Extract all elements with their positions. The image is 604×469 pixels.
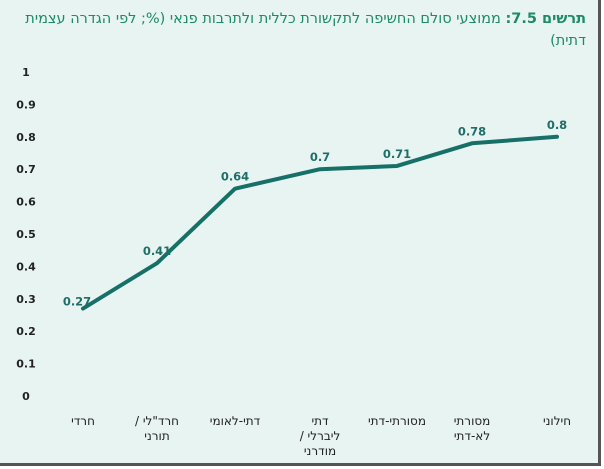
- y-tick-label: 0.7: [16, 163, 36, 176]
- y-tick-label: 0.4: [16, 260, 36, 273]
- y-tick-label: 0.8: [16, 131, 36, 144]
- x-tick-label: מסורתי-דתי: [367, 414, 426, 428]
- x-tick-label: חרד"לי / תורני: [134, 414, 180, 443]
- chart-title: תרשים 7.5: ממוצעי סולם החשיפה לתקשורת כל…: [6, 8, 586, 52]
- y-tick-label: 0.3: [16, 293, 36, 306]
- y-tick-label: 0.1: [16, 358, 36, 371]
- x-tick-label: דתי ליברלי / מודרני: [299, 414, 341, 458]
- plot-area: 0 0.1 0.2 0.3 0.4 0.5 0.6 0.7 0.8 0.9 1 0.27 0.41 0.6…: [16, 66, 567, 403]
- x-tick-label: חילוני: [542, 414, 572, 428]
- data-label: 0.8: [547, 118, 567, 132]
- data-label: 0.41: [143, 244, 171, 258]
- y-tick-label: 0: [22, 390, 30, 403]
- chart-title-prefix: תרשים 7.5:: [505, 11, 586, 27]
- data-label: 0.27: [63, 295, 91, 309]
- data-label: 0.64: [221, 170, 249, 184]
- y-tick-label: 0.6: [16, 196, 36, 209]
- y-tick-label: 0.9: [16, 98, 36, 111]
- chart-title-text: ממוצעי סולם החשיפה לתקשורת כללית ולתרבות…: [25, 11, 586, 49]
- data-label: 0.78: [458, 124, 486, 138]
- y-tick-label: 0.5: [16, 228, 36, 241]
- x-tick-label: דתי-לאומי: [209, 414, 261, 428]
- x-tick-label: חרדי: [71, 414, 95, 428]
- data-label: 0.7: [310, 150, 330, 164]
- y-tick-label: 0.2: [16, 325, 36, 338]
- data-label: 0.71: [383, 147, 411, 161]
- x-tick-label: מסורתי לא-דתי: [453, 414, 491, 443]
- y-tick-label: 1: [22, 66, 30, 79]
